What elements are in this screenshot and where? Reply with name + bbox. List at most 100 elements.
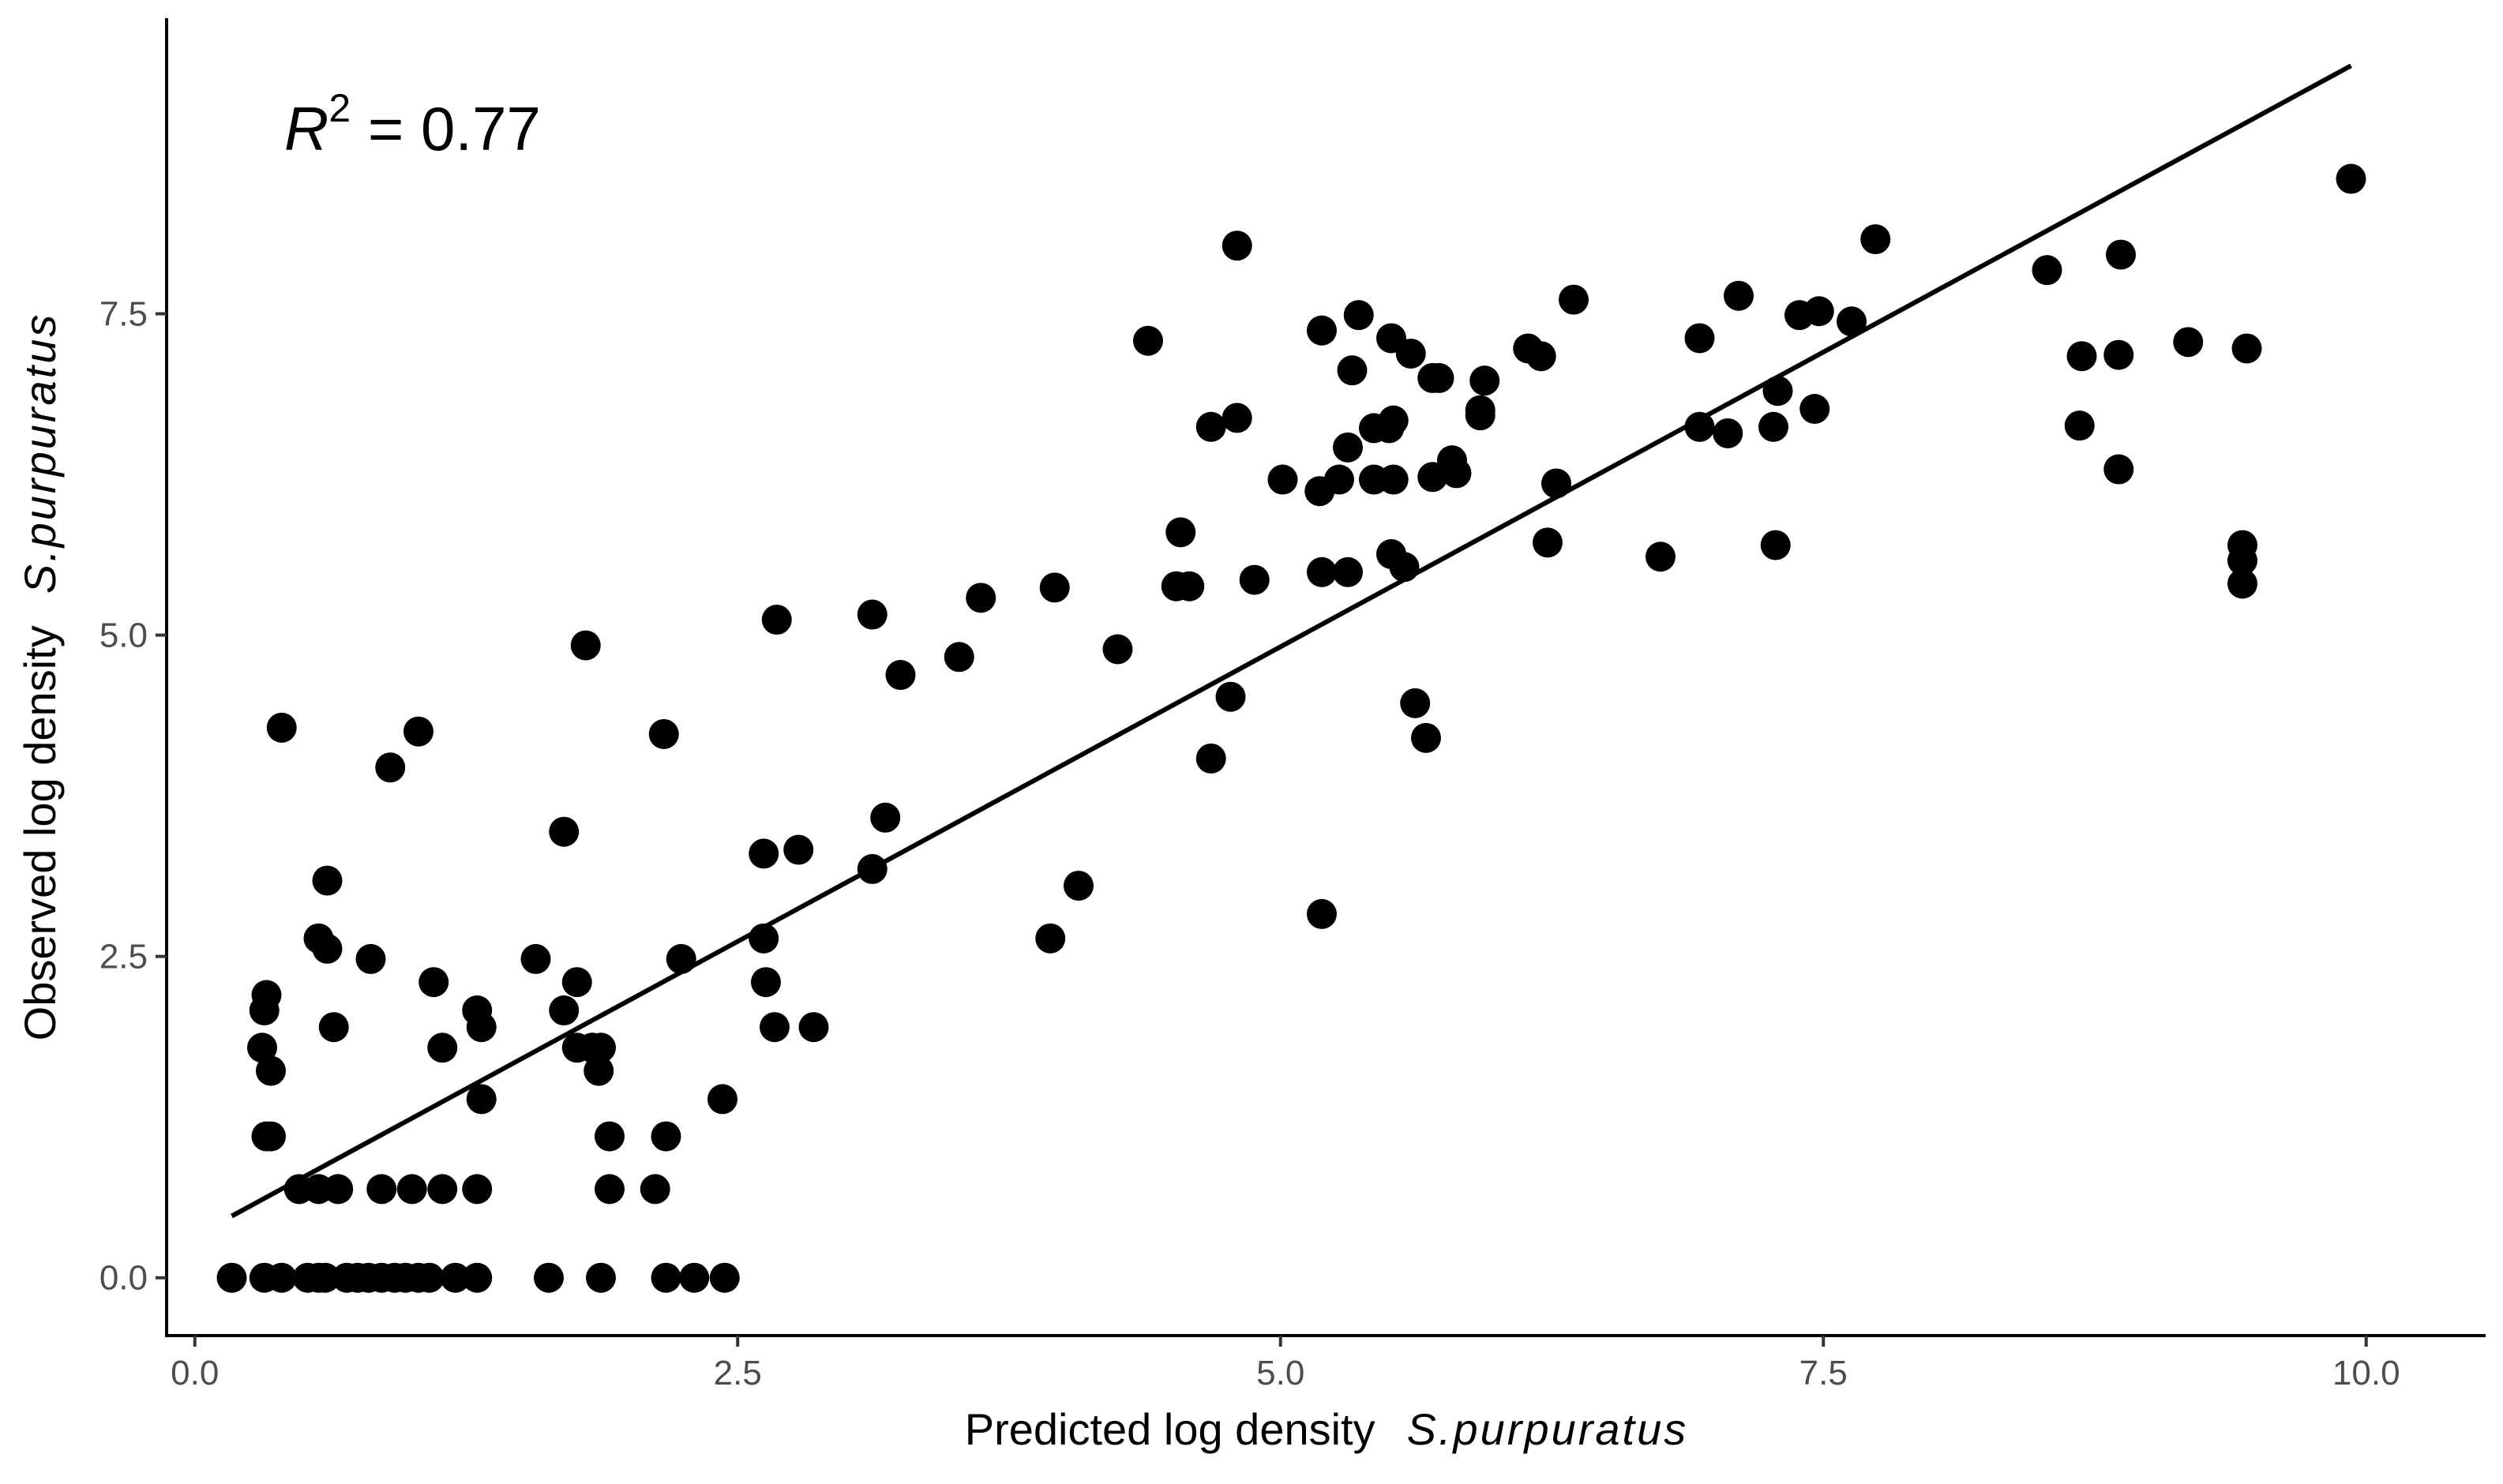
- data-point: [1307, 556, 1337, 587]
- data-point: [1860, 224, 1891, 255]
- data-point: [1411, 722, 1441, 753]
- data-point: [266, 1262, 297, 1293]
- data-point: [266, 712, 297, 743]
- y-axis-ticks: 0.0 2.5 5.0 7.5: [99, 295, 167, 1298]
- data-point: [595, 1121, 625, 1152]
- data-point: [885, 660, 916, 691]
- data-point: [534, 1262, 564, 1293]
- data-point: [651, 1262, 681, 1293]
- data-point: [1174, 571, 1205, 601]
- data-point: [2064, 410, 2095, 441]
- data-point: [1803, 296, 1834, 327]
- data-point: [707, 1084, 737, 1115]
- y-tick-label: 0.0: [99, 1259, 148, 1298]
- data-point: [595, 1174, 625, 1205]
- data-point: [318, 1012, 349, 1043]
- data-point: [418, 967, 449, 998]
- x-axis-ticks: 0.0 2.5 5.0 7.5 10.0: [171, 1336, 2400, 1392]
- data-point: [2173, 327, 2204, 358]
- data-point: [1221, 403, 1252, 433]
- data-point: [427, 1032, 458, 1063]
- data-point: [1713, 418, 1743, 448]
- data-point: [462, 1174, 493, 1205]
- data-point: [1165, 517, 1196, 548]
- data-point: [1799, 394, 1830, 425]
- data-point: [1684, 323, 1715, 354]
- data-point: [414, 1262, 445, 1293]
- data-point: [251, 980, 282, 1010]
- data-point: [1195, 743, 1226, 774]
- data-point: [966, 583, 996, 613]
- data-point: [944, 642, 974, 673]
- data-point: [570, 630, 601, 661]
- data-point: [798, 1012, 829, 1043]
- fit-line-layer: [231, 63, 2352, 1219]
- data-point: [1307, 898, 1337, 929]
- data-point: [312, 865, 343, 896]
- data-point: [640, 1174, 670, 1205]
- y-tick-label: 7.5: [99, 295, 148, 334]
- data-point: [2032, 255, 2062, 286]
- data-point: [396, 1174, 427, 1205]
- data-point: [1646, 542, 1676, 572]
- data-point: [1533, 527, 1563, 558]
- data-point: [1133, 325, 1163, 356]
- y-tick-label: 5.0: [99, 616, 148, 655]
- data-point: [1195, 411, 1226, 442]
- data-point: [648, 718, 679, 749]
- y-tick-label: 2.5: [99, 938, 148, 976]
- data-point: [1333, 556, 1363, 587]
- data-point: [1343, 300, 1374, 331]
- data-point: [549, 995, 580, 1026]
- data-point: [783, 834, 814, 865]
- data-point: [1337, 355, 1368, 386]
- data-point: [403, 716, 433, 747]
- data-point: [216, 1262, 247, 1293]
- data-point: [427, 1174, 458, 1205]
- data-point: [520, 943, 551, 974]
- data-point: [1333, 432, 1363, 463]
- data-point: [1559, 284, 1589, 315]
- data-point: [1724, 280, 1754, 311]
- data-point: [760, 1012, 790, 1043]
- data-point: [466, 1012, 497, 1043]
- data-point: [549, 816, 580, 847]
- r-squared-annotation: R2 = 0.77: [284, 86, 541, 163]
- data-point: [1215, 681, 1246, 712]
- data-point: [709, 1262, 740, 1293]
- data-point: [857, 599, 887, 630]
- data-point: [1400, 688, 1431, 718]
- data-point: [751, 967, 781, 998]
- data-point: [1469, 365, 1500, 396]
- fit-line: [231, 63, 2352, 1219]
- data-point: [466, 1084, 497, 1115]
- data-point: [1239, 564, 1270, 595]
- data-point: [1035, 923, 1066, 954]
- data-point: [462, 1262, 493, 1293]
- x-tick-label: 5.0: [1256, 1354, 1304, 1392]
- data-point: [1064, 871, 1094, 901]
- x-tick-label: 0.0: [171, 1354, 219, 1392]
- data-point: [1465, 395, 1495, 425]
- data-point: [584, 1055, 614, 1086]
- data-point: [1039, 572, 1070, 603]
- data-point: [561, 967, 592, 998]
- data-point: [1221, 230, 1252, 261]
- data-point: [586, 1262, 616, 1293]
- data-point: [1684, 411, 1715, 442]
- data-point: [2227, 568, 2257, 599]
- data-point: [375, 752, 406, 783]
- data-point: [323, 1174, 354, 1205]
- data-point: [2103, 454, 2134, 485]
- data-point: [355, 943, 386, 974]
- data-point: [2103, 339, 2134, 370]
- data-point: [247, 1032, 277, 1063]
- data-point: [1102, 634, 1133, 665]
- data-point: [440, 1262, 471, 1293]
- data-point: [1760, 530, 1791, 560]
- data-point: [1378, 405, 1409, 436]
- data-point: [586, 1032, 616, 1063]
- data-point: [1307, 315, 1337, 346]
- data-point: [1441, 458, 1472, 489]
